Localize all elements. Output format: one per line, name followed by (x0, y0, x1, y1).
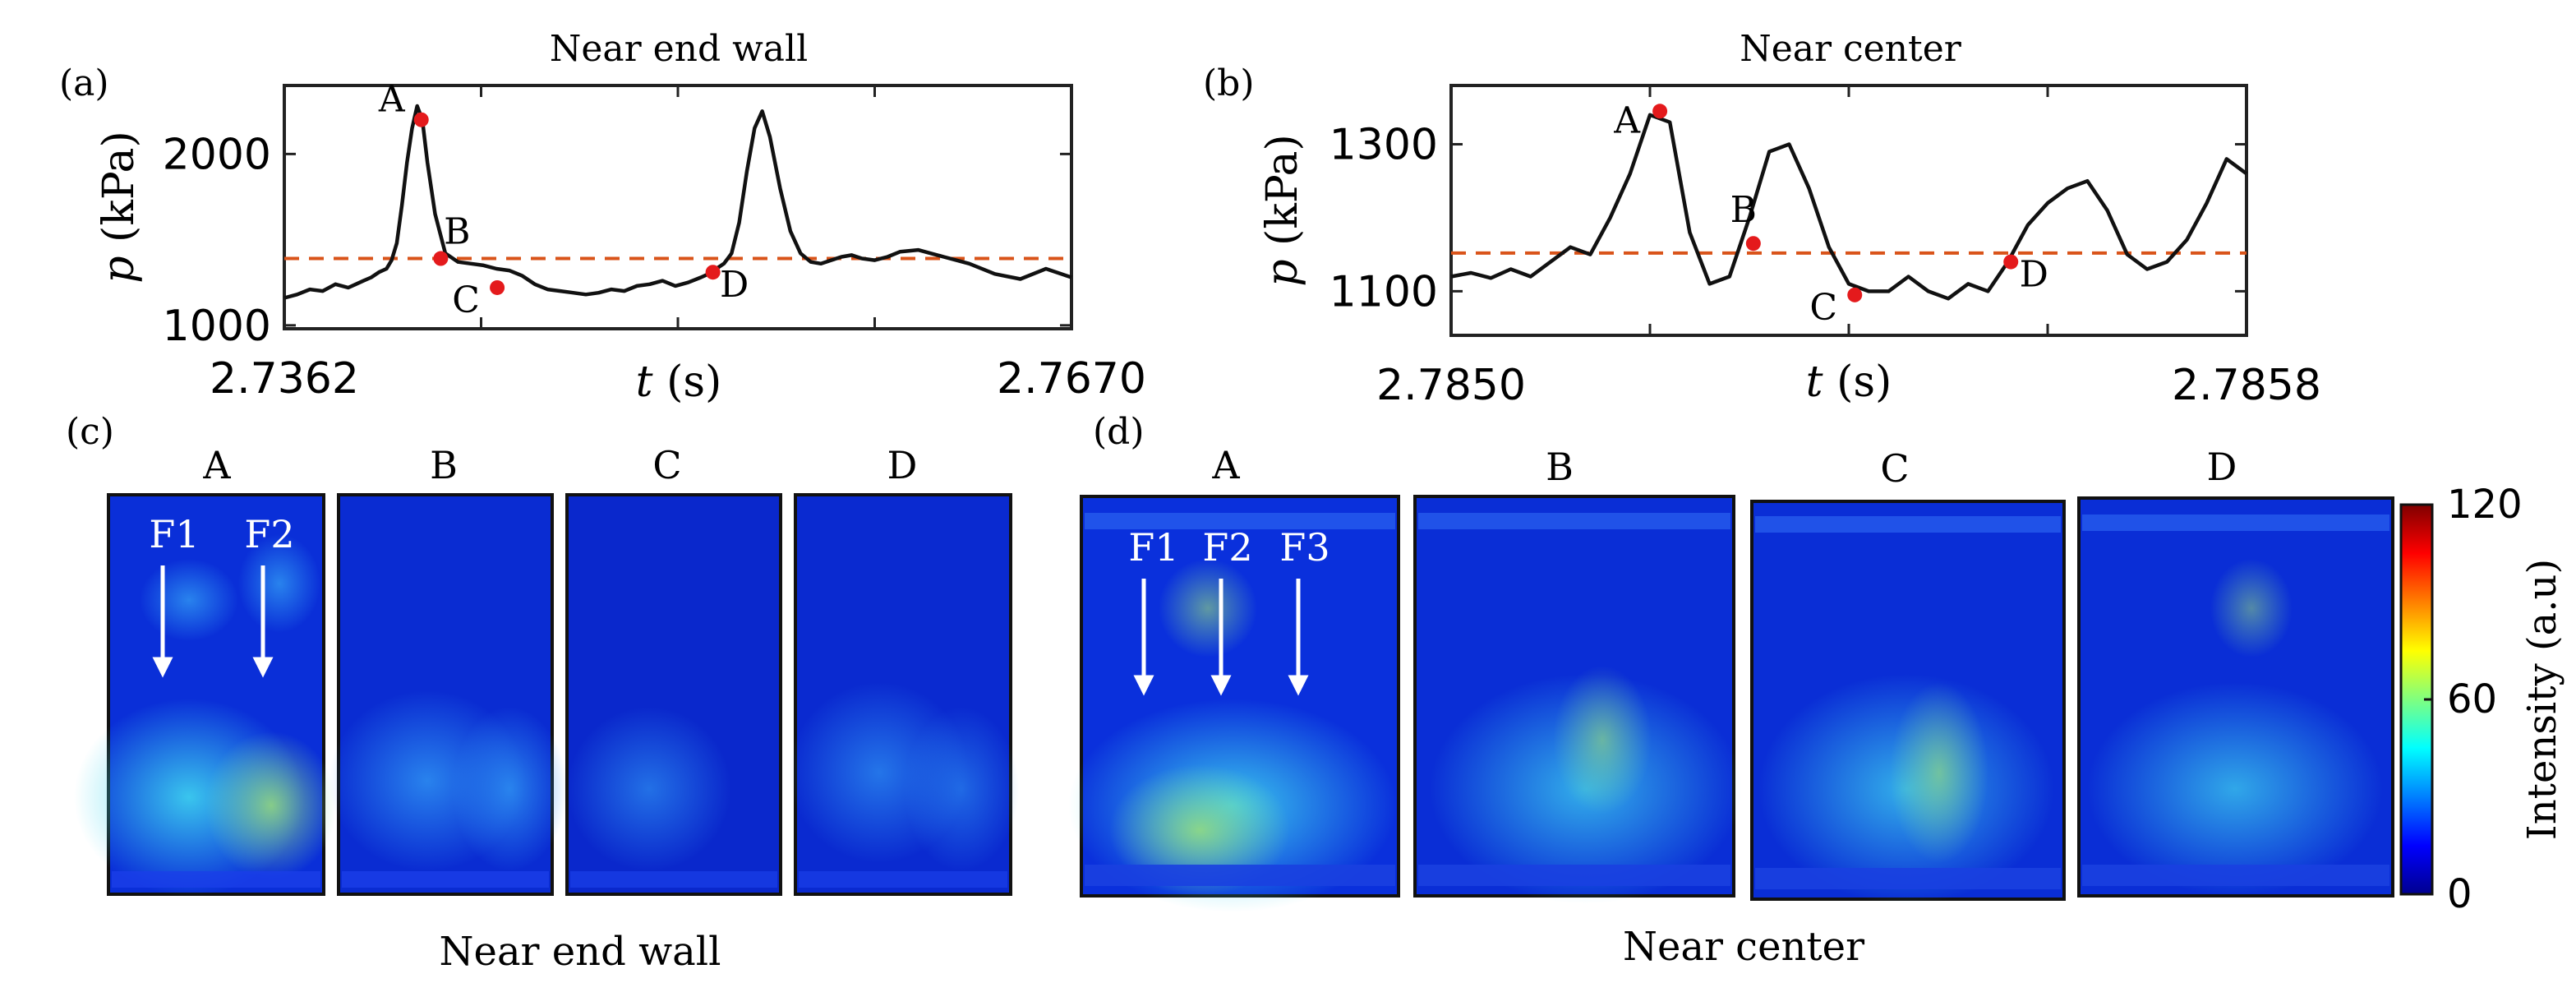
chart-a: Near end wall 1000 2000 A BC D 2.7362 2.7670… (94, 28, 1146, 407)
panel-label-c: (c) (66, 411, 114, 453)
point-label: D (2020, 254, 2048, 296)
image-edge (342, 871, 549, 888)
y-tick-label: 1100 (1329, 267, 1438, 316)
y-axis-label: p (kPa) (1258, 134, 1307, 287)
image-row-d: A F1 F2 F3 B C (1068, 443, 2394, 970)
point-label: D (720, 264, 749, 306)
x-tick-label: 2.7362 (210, 354, 359, 404)
chart-b: Near center 1100 1300 A B C D 2.7850 2.7858 t… (1258, 28, 2321, 410)
image-frame: D (789, 443, 1019, 896)
pressure-line (1450, 113, 2248, 301)
marker-point (490, 279, 505, 295)
image-caption: Near center (1623, 924, 1864, 970)
marker-point (2003, 254, 2019, 270)
frame-label: D (2207, 445, 2237, 489)
image-glow (1109, 764, 1290, 896)
image-frame: B (1413, 445, 1742, 904)
x-axis-label: t (s) (636, 358, 722, 407)
chart-title: Near end wall (550, 28, 808, 70)
arrow-label: F2 (244, 512, 294, 556)
frame-label: A (202, 443, 231, 487)
image-frame: D (2077, 445, 2394, 898)
colorbar-label: Intensity (a.u) (2519, 559, 2565, 840)
image-glow (1159, 559, 1257, 658)
image-glow (1553, 666, 1652, 814)
image-edge (2082, 515, 2389, 531)
frame-label: B (430, 443, 458, 487)
image-glow (452, 707, 567, 871)
arrow-label: F2 (1202, 525, 1252, 570)
point-label: C (452, 279, 480, 321)
image-glow (238, 534, 320, 633)
point-label: B (1730, 189, 1757, 231)
image-frame: C (1750, 446, 2066, 904)
x-tick-label: 2.7858 (2172, 361, 2321, 410)
x-axis-label: t (s) (1806, 358, 1892, 407)
arrow-label: F1 (1128, 525, 1178, 570)
y-tick-label: 1300 (1329, 121, 1438, 170)
image-row-c: A F1 F2 B C D (74, 443, 1019, 975)
image-edge (112, 871, 320, 888)
x-tick-label: 2.7670 (997, 354, 1146, 404)
image-frame: A F1 F2 F3 (1068, 443, 1400, 912)
image-edge (1418, 513, 1730, 529)
image-glow (140, 559, 238, 641)
y-axis-label: p (kPa) (94, 131, 144, 284)
image-caption: Near end wall (440, 929, 721, 975)
marker-point (1652, 104, 1668, 119)
frame-label: C (652, 443, 681, 487)
panel-label-b: (b) (1203, 62, 1255, 104)
colorbar: 0 60 120 Intensity (a.u) (2399, 482, 2565, 917)
pressure-line (283, 104, 1072, 300)
y-tick-label: 1000 (163, 302, 271, 351)
image-glow (2210, 559, 2293, 658)
y-tick-label: 2000 (163, 130, 271, 179)
image-edge (1085, 865, 1395, 886)
marker-point (1847, 287, 1863, 302)
image-edge (570, 871, 777, 888)
image-glow (2087, 682, 2383, 896)
image-glow (205, 731, 337, 879)
frame-label: D (887, 443, 918, 487)
colorbar-tick-label: 0 (2447, 871, 2472, 917)
marker-point (433, 251, 449, 266)
image-edge (2082, 865, 2389, 886)
x-tick-label: 2.7850 (1376, 361, 1526, 410)
point-label: B (444, 211, 470, 253)
image-edge (799, 871, 1007, 888)
image-frame: A F1 F2 (74, 443, 337, 896)
image-edge (1418, 865, 1730, 886)
colorbar-tick-label: 120 (2447, 482, 2523, 528)
image-frame: C (565, 443, 782, 896)
chart-title: Near center (1740, 28, 1962, 70)
frame-label: C (1880, 446, 1909, 491)
image-edge (1755, 868, 2061, 889)
colorbar-tick-label: 60 (2447, 676, 2497, 722)
marker-point (413, 112, 429, 127)
image-frame: B (329, 443, 567, 896)
image-edge (1755, 516, 2061, 533)
arrow-label: F1 (149, 512, 199, 556)
point-label: A (1613, 99, 1641, 141)
arrow-label: F3 (1279, 525, 1329, 570)
frame-label: B (1546, 445, 1574, 489)
marker-point (1745, 236, 1761, 252)
marker-point (705, 265, 721, 280)
image-glow (567, 707, 731, 871)
point-label: C (1809, 287, 1837, 329)
image-glow (904, 707, 1019, 871)
image-edge (1085, 513, 1395, 529)
panel-label-d: (d) (1093, 411, 1145, 453)
frame-label: A (1211, 443, 1240, 487)
panel-label-a: (a) (59, 62, 109, 104)
image-glow (1890, 682, 1988, 863)
point-label: A (378, 79, 406, 121)
